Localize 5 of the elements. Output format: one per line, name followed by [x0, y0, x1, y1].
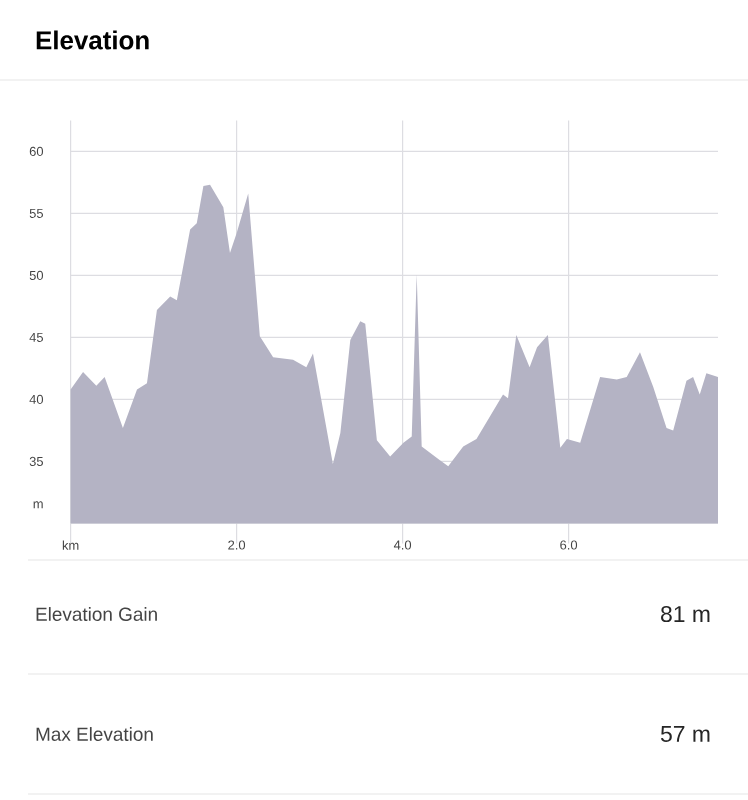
text: Elevation Gain	[36, 607, 157, 621]
text: Max Elevation	[36, 727, 153, 741]
text: 57 m	[660, 726, 710, 742]
text: 81 m	[661, 605, 710, 623]
chart-title: Elevation	[36, 30, 149, 50]
